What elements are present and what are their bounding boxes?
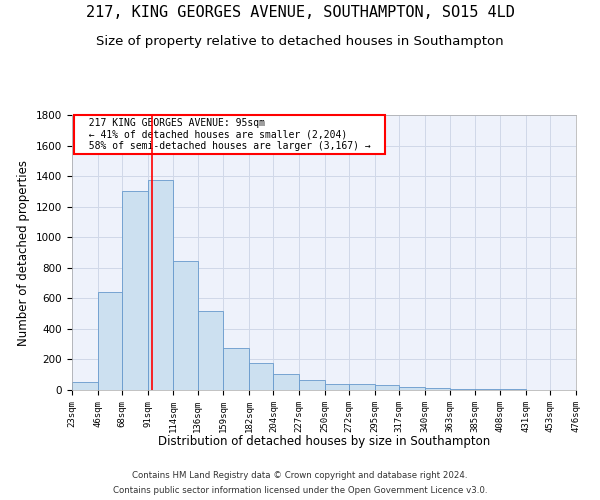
Bar [122, 192, 148, 390]
Text: Contains public sector information licensed under the Open Government Licence v3: Contains public sector information licen… [113, 486, 487, 495]
Bar [325, 384, 349, 390]
Bar [425, 388, 450, 390]
Bar [72, 382, 98, 390]
Bar [249, 364, 274, 390]
Bar [198, 310, 223, 390]
Bar [349, 384, 374, 390]
Bar [173, 261, 198, 390]
Bar [450, 389, 475, 390]
Bar [299, 380, 325, 390]
Bar [374, 386, 399, 390]
Text: Contains HM Land Registry data © Crown copyright and database right 2024.: Contains HM Land Registry data © Crown c… [132, 471, 468, 480]
Bar [399, 387, 425, 390]
Bar [274, 374, 299, 390]
Y-axis label: Number of detached properties: Number of detached properties [17, 160, 31, 346]
Text: 217, KING GEORGES AVENUE, SOUTHAMPTON, SO15 4LD: 217, KING GEORGES AVENUE, SOUTHAMPTON, S… [86, 5, 514, 20]
Bar [475, 389, 500, 390]
Bar [148, 180, 173, 390]
Text: Distribution of detached houses by size in Southampton: Distribution of detached houses by size … [158, 435, 490, 448]
Bar [223, 348, 249, 390]
Text: Size of property relative to detached houses in Southampton: Size of property relative to detached ho… [96, 35, 504, 48]
Bar [500, 389, 526, 390]
Text: 217 KING GEORGES AVENUE: 95sqm  
  ← 41% of detached houses are smaller (2,204) : 217 KING GEORGES AVENUE: 95sqm ← 41% of … [77, 118, 383, 151]
Bar [98, 292, 122, 390]
